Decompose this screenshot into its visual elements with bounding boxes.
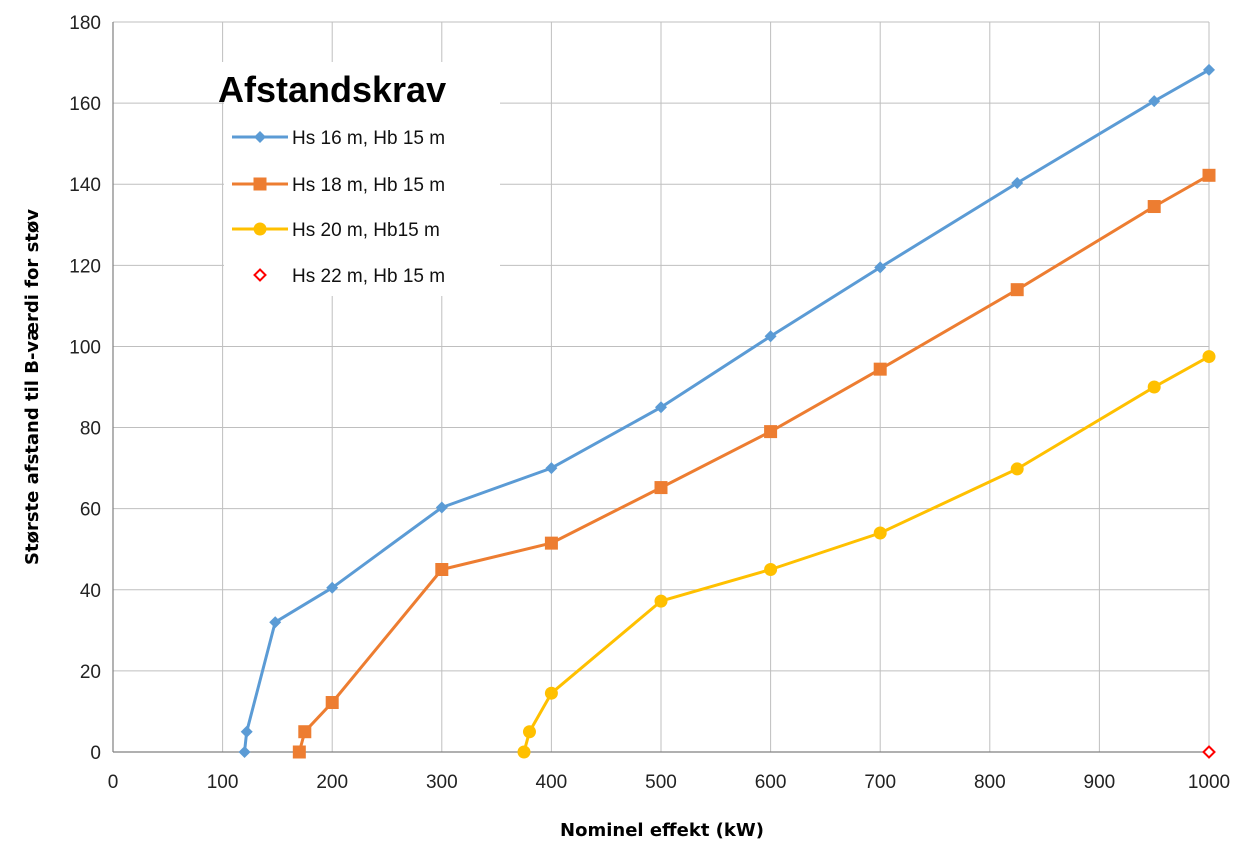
data-point [874,363,887,376]
x-tick-label: 1000 [1188,772,1230,793]
data-point [298,725,311,738]
data-point [1011,283,1024,296]
series-line [524,357,1209,752]
data-point [545,537,558,550]
x-tick-label: 300 [426,772,458,793]
x-tick-label: 200 [316,772,348,793]
data-point [1203,350,1216,363]
x-tick-label: 100 [207,772,239,793]
y-tick-label: 0 [90,743,101,764]
data-point [326,696,339,709]
legend-label: Hs 20 m, Hb15 m [292,220,440,241]
data-point [254,178,267,191]
data-point [293,746,306,759]
data-point [545,687,558,700]
data-point [239,746,251,758]
x-tick-label: 500 [645,772,677,793]
y-tick-label: 100 [69,337,101,358]
y-axis-title: Største afstand til B-værdi for støv [22,209,43,565]
data-point [874,527,887,540]
x-tick-label: 900 [1084,772,1116,793]
data-point [1203,169,1216,182]
data-point [655,481,668,494]
series-4 [1204,747,1215,758]
x-tick-label: 0 [108,772,119,793]
data-point [1011,462,1024,475]
data-point [655,595,668,608]
data-point [545,462,557,474]
data-point [435,563,448,576]
data-point [523,725,536,738]
data-point [1203,64,1215,76]
y-tick-label: 160 [69,94,101,115]
y-tick-label: 60 [80,500,101,521]
legend-title: Afstandskrav [218,69,446,110]
y-tick-label: 120 [69,256,101,277]
series-3 [518,350,1216,758]
data-point [241,726,253,738]
data-point [254,223,267,236]
y-tick-label: 40 [80,581,101,602]
legend-label: Hs 18 m, Hb 15 m [292,175,445,196]
data-point [1148,381,1161,394]
data-point [764,563,777,576]
x-tick-label: 600 [755,772,787,793]
x-axis-title: Nominel effekt (kW) [560,820,764,841]
x-tick-label: 800 [974,772,1006,793]
y-tick-label: 80 [80,419,101,440]
x-tick-label: 400 [536,772,568,793]
x-tick-label: 700 [864,772,896,793]
y-tick-label: 180 [69,13,101,34]
data-point [518,746,531,759]
legend-label: Hs 22 m, Hb 15 m [292,266,445,287]
y-tick-label: 140 [69,175,101,196]
data-point [1204,747,1215,758]
legend-label: Hs 16 m, Hb 15 m [292,128,445,149]
legend: Afstandskrav Hs 16 m, Hb 15 m Hs 18 m, Hb … [210,62,500,296]
data-point [1148,200,1161,213]
data-point [764,425,777,438]
y-tick-label: 20 [80,662,101,683]
